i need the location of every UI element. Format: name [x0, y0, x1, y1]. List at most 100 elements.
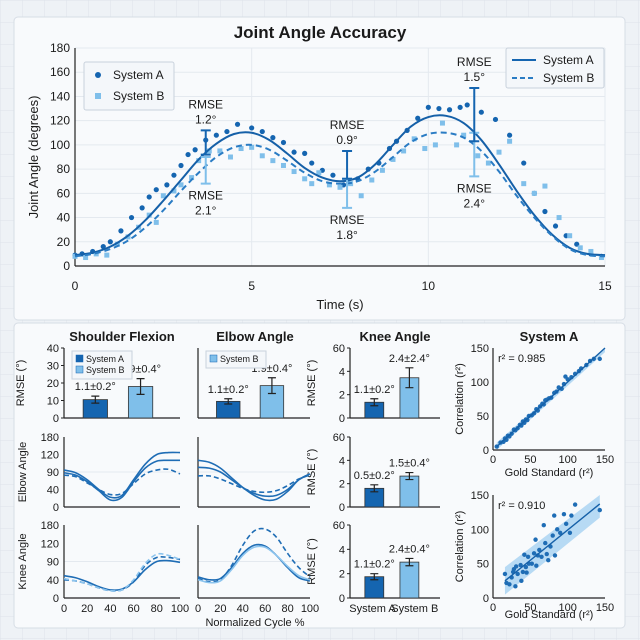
- x-tick-label: 60: [259, 603, 271, 615]
- bar-legend: [205, 350, 267, 369]
- x-tick-label: 60: [127, 603, 139, 615]
- rmse-annotation-a: RMSE: [330, 118, 365, 132]
- scatter-point: [515, 571, 520, 577]
- x-tick-label: 0: [490, 602, 496, 614]
- joint-angle-curve: [63, 451, 181, 499]
- y-tick-label: 20: [47, 378, 59, 390]
- y-axis-label: Correlation (r²): [454, 511, 466, 583]
- system-a-point: [270, 135, 276, 141]
- scatter-point: [502, 571, 508, 577]
- legend-circle-icon: [95, 72, 101, 78]
- y-axis-label: RMSE (°): [306, 538, 318, 585]
- rmse-annotation-a: 0.9°: [336, 133, 358, 147]
- system-b-point: [556, 215, 562, 221]
- bar-value-label: 1.1±0.2°: [354, 559, 395, 571]
- system-a-point: [164, 182, 170, 188]
- joint-angle-curve: [197, 459, 311, 502]
- y-tick-label: 40: [47, 343, 59, 355]
- joint-angle-curve: [63, 459, 181, 502]
- error-bar: [370, 398, 379, 407]
- system-b-point: [178, 182, 184, 188]
- scatter-point: [507, 582, 512, 587]
- scatter-point: [539, 554, 544, 559]
- legend-square-icon: [95, 93, 101, 99]
- y-tick-label: 140: [50, 89, 70, 103]
- scatter-point: [534, 563, 539, 568]
- y-axis-label: RMSE (°): [15, 360, 27, 407]
- x-tick-label: 150: [596, 454, 614, 466]
- y-tick-label: 0: [339, 502, 345, 514]
- system-a-point: [185, 151, 191, 158]
- system-b-point: [72, 253, 78, 259]
- scatter-point: [563, 521, 569, 527]
- y-tick-label: 100: [471, 524, 489, 536]
- joint-angle-curve: [197, 466, 311, 498]
- system-b-point: [567, 233, 573, 239]
- x-tick-label: 50: [524, 602, 536, 614]
- y-tick-label: 100: [471, 377, 489, 389]
- y-tick-label: 40: [57, 211, 71, 225]
- x-axis-label: Time (s): [316, 297, 363, 312]
- joint-angle-curve: [63, 468, 181, 496]
- error-bar: [136, 378, 145, 395]
- panel-title: Knee Angle: [359, 329, 430, 344]
- scatter-point: [524, 570, 529, 575]
- system-a-point: [100, 244, 106, 250]
- scatter-point: [555, 527, 560, 532]
- legend-label: System A: [86, 354, 124, 364]
- scatter-point: [513, 584, 518, 589]
- system-b-point: [302, 176, 308, 182]
- system-b-bar: [399, 561, 420, 599]
- system-a-point: [146, 194, 152, 200]
- y-tick-label: 150: [471, 343, 489, 355]
- system-a-point: [280, 139, 287, 146]
- system-b-point: [496, 149, 502, 155]
- panel-title: System A: [520, 329, 579, 344]
- system-a-point: [436, 105, 442, 112]
- error-bar: [267, 377, 276, 395]
- system-a-point: [178, 162, 184, 169]
- panel-title: Elbow Angle: [216, 329, 294, 344]
- system-a-error-bar: [469, 86, 480, 143]
- rmse-annotation-b: RMSE: [457, 181, 492, 195]
- joint-angle-curve: [197, 543, 311, 582]
- bar-value-label: 2.4±0.4°: [389, 543, 430, 555]
- x-tick-label: 100: [171, 603, 189, 615]
- x-tick-label: 80: [151, 603, 163, 615]
- scatter-point: [552, 513, 557, 518]
- x-axis-label: Gold Standard (r²): [505, 609, 594, 621]
- x-tick-label: 100: [558, 602, 576, 614]
- panel-title: Shoulder Flexion: [69, 329, 175, 344]
- rmse-annotation-a: RMSE: [188, 97, 223, 111]
- system-a-point: [192, 147, 198, 153]
- system-b-point: [227, 154, 233, 160]
- system-b-point: [153, 219, 159, 225]
- legend-label: System B: [543, 71, 594, 85]
- legend-system-b-swatch: [209, 354, 218, 363]
- y-tick-label: 0: [483, 445, 489, 457]
- system-a-point: [171, 172, 177, 178]
- y-tick-label: 50: [477, 411, 489, 423]
- system-b-point: [249, 144, 255, 150]
- y-axis-label: RMSE (°): [306, 449, 318, 496]
- system-a-point: [492, 116, 499, 123]
- y-tick-label: 0: [53, 593, 59, 605]
- y-tick-label: 20: [57, 235, 71, 249]
- scatter-point: [543, 540, 548, 546]
- y-tick-label: 180: [41, 432, 59, 444]
- y-tick-label: 0: [339, 413, 345, 425]
- confidence-band: [504, 495, 600, 595]
- x-tick-label: 0: [490, 454, 496, 466]
- y-axis-label: Joint Angle (degrees): [26, 96, 41, 219]
- system-a-point: [478, 109, 484, 115]
- system-a-point: [552, 223, 559, 229]
- system-a-line: [74, 114, 606, 257]
- scatter-point: [531, 551, 537, 556]
- system-a-point: [457, 104, 463, 110]
- legend-label: System A: [543, 53, 594, 67]
- system-b-point: [390, 156, 396, 162]
- system-b-point: [521, 181, 527, 187]
- main-axes: [74, 48, 605, 267]
- scatter-point: [513, 564, 519, 569]
- rmse-annotation-b: 1.8°: [336, 228, 358, 242]
